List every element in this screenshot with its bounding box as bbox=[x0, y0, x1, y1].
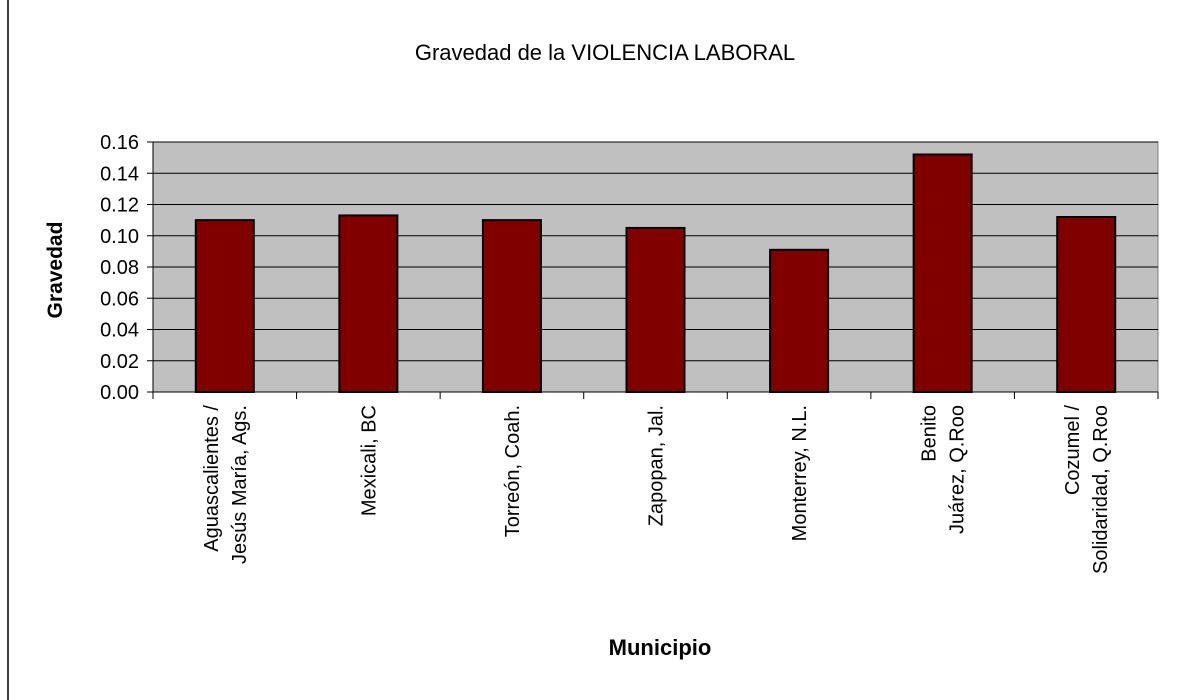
y-tick-label: 0.14 bbox=[100, 163, 139, 185]
bar bbox=[194, 219, 255, 393]
y-tick-label: 0.06 bbox=[100, 288, 139, 310]
y-tick-label: 0.16 bbox=[100, 132, 139, 154]
x-axis-label: Municipio bbox=[609, 635, 712, 660]
bar bbox=[769, 248, 830, 393]
y-tick-label: 0.10 bbox=[100, 226, 139, 248]
y-tick-label: 0.00 bbox=[100, 382, 139, 404]
y-tick-label: 0.12 bbox=[100, 195, 139, 217]
y-axis-label: Gravedad bbox=[44, 222, 67, 319]
x-tick-label: Zapopan, Jal. bbox=[646, 405, 668, 526]
x-tick-label: Benito Juárez, Q.Roo bbox=[919, 405, 969, 534]
bar bbox=[625, 226, 686, 393]
x-tick-label: Aguascalientes / Jesús María, Ags. bbox=[201, 405, 251, 564]
bar bbox=[338, 214, 399, 393]
y-tick-label: 0.04 bbox=[100, 320, 139, 342]
chart-title: Gravedad de la VIOLENCIA LABORAL bbox=[415, 40, 795, 65]
x-tick-label: Mexicali, BC bbox=[358, 405, 380, 516]
bar bbox=[481, 219, 542, 393]
y-tick-label: 0.08 bbox=[100, 257, 139, 279]
y-tick-label: 0.02 bbox=[100, 351, 139, 373]
bar bbox=[912, 153, 973, 393]
x-tick-label: Cozumel / Solidaridad, Q.Roo bbox=[1062, 405, 1112, 574]
x-tick-label: Monterrey, N.L. bbox=[789, 405, 811, 541]
x-tick-label: Torreón, Coah. bbox=[502, 405, 524, 537]
bar bbox=[1056, 216, 1117, 393]
